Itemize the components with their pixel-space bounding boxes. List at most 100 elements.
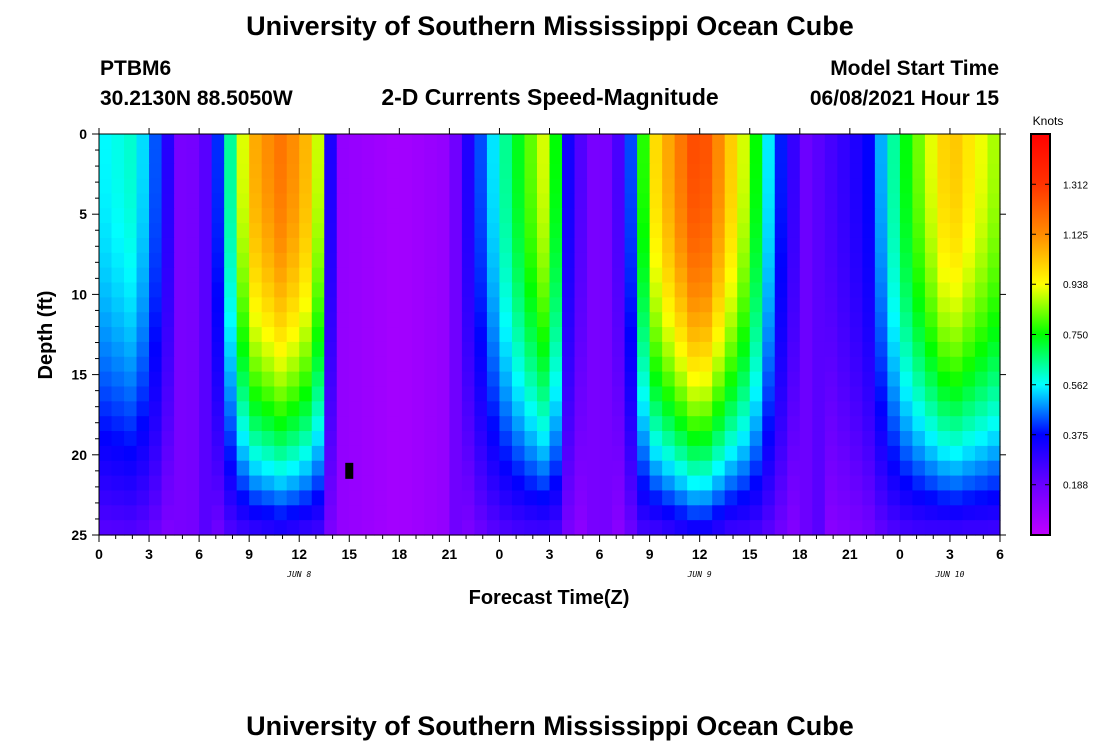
heatmap-cell — [161, 163, 175, 180]
heatmap-cell — [612, 520, 626, 536]
heatmap-cell — [149, 371, 163, 388]
heatmap-cell — [774, 416, 788, 432]
heatmap-cell — [211, 223, 225, 239]
heatmap-cell — [687, 223, 701, 239]
heatmap-cell — [862, 475, 876, 492]
heatmap-cell — [637, 460, 651, 477]
heatmap-cell — [449, 341, 463, 358]
heatmap-cell — [236, 267, 250, 284]
heatmap-cell — [799, 327, 813, 343]
heatmap-cell — [674, 445, 688, 462]
heatmap-cell — [799, 416, 813, 432]
heatmap-cell — [161, 208, 175, 224]
heatmap-cell — [637, 163, 651, 180]
heatmap-cell — [299, 475, 313, 492]
heatmap-cell — [949, 193, 964, 209]
heatmap-cell — [549, 386, 563, 402]
heatmap-cell — [837, 431, 851, 447]
heatmap-cell — [724, 401, 738, 417]
heatmap-cell — [511, 178, 526, 195]
heatmap-cell — [99, 460, 113, 477]
heatmap-cell — [812, 252, 826, 269]
heatmap-cell — [949, 460, 964, 477]
heatmap-cell — [461, 282, 476, 298]
heatmap-cell — [987, 208, 1001, 224]
heatmap-cell — [987, 475, 1001, 492]
heatmap-cell — [574, 223, 588, 239]
heatmap-cell — [937, 193, 951, 209]
heatmap-cell — [924, 297, 939, 313]
heatmap-cell — [837, 134, 851, 150]
heatmap-cell — [924, 371, 939, 388]
heatmap-cell — [411, 237, 425, 254]
heatmap-cell — [987, 416, 1001, 432]
heatmap-cell — [637, 237, 651, 254]
heatmap-cell — [474, 148, 488, 165]
heatmap-cell — [511, 460, 526, 477]
heatmap-cell — [524, 356, 538, 373]
heatmap-cell — [962, 431, 976, 447]
heatmap-cell — [249, 223, 263, 239]
heatmap-cell — [486, 371, 501, 388]
heatmap-cell — [749, 327, 763, 343]
heatmap-cell — [299, 431, 313, 447]
heatmap-cell — [712, 386, 726, 402]
heatmap-cell — [111, 148, 125, 165]
heatmap-cell — [637, 431, 651, 447]
heatmap-cell — [99, 163, 113, 180]
heatmap-cell — [937, 297, 951, 313]
heatmap-cell — [987, 356, 1001, 373]
heatmap-cell — [499, 267, 513, 284]
heatmap-cell — [699, 401, 713, 417]
heatmap-cell — [199, 386, 213, 402]
heatmap-cell — [862, 223, 876, 239]
heatmap-cell — [511, 312, 526, 328]
heatmap-cell — [399, 252, 413, 269]
heatmap-cell — [511, 520, 526, 536]
heatmap-cell — [737, 520, 751, 536]
heatmap-cell — [987, 297, 1001, 313]
heatmap-cell — [486, 297, 501, 313]
heatmap-cell — [912, 193, 926, 209]
station-coords: 30.2130N 88.5050W — [100, 87, 293, 110]
heatmap-cell — [587, 282, 601, 298]
heatmap-cell — [261, 267, 275, 284]
heatmap-cell — [974, 460, 989, 477]
heatmap-cell — [474, 163, 488, 180]
heatmap-cell — [837, 341, 851, 358]
heatmap-cell — [399, 312, 413, 328]
heatmap-cell — [374, 341, 388, 358]
heatmap-cell — [499, 386, 513, 402]
heatmap-cell — [837, 163, 851, 180]
heatmap-cell — [912, 297, 926, 313]
heatmap-cell — [174, 505, 188, 521]
heatmap-cell — [937, 267, 951, 284]
heatmap-cell — [837, 282, 851, 298]
heatmap-cell — [186, 134, 200, 150]
heatmap-cell — [199, 475, 213, 492]
heatmap-cell — [762, 386, 776, 402]
heatmap-cell — [674, 475, 688, 492]
heatmap-cell — [624, 267, 638, 284]
heatmap-cell — [599, 445, 613, 462]
heatmap-cell — [399, 416, 413, 432]
heatmap-cell — [186, 371, 200, 388]
heatmap-cell — [799, 505, 813, 521]
heatmap-cell — [286, 416, 300, 432]
heatmap-cell — [587, 193, 601, 209]
heatmap-cell — [637, 208, 651, 224]
heatmap-cell — [762, 297, 776, 313]
heatmap-cell — [161, 416, 175, 432]
heatmap-cell — [637, 416, 651, 432]
x-tick-label: 21 — [842, 546, 858, 562]
heatmap-cell — [724, 520, 738, 536]
x-tick-label: 18 — [392, 546, 408, 562]
heatmap-cell — [874, 208, 888, 224]
heatmap-cell — [436, 490, 450, 506]
heatmap-cell — [299, 237, 313, 254]
heatmap-cell — [562, 148, 576, 165]
heatmap-cell — [812, 208, 826, 224]
heatmap-cell — [286, 475, 300, 492]
heatmap-cell — [974, 312, 989, 328]
heatmap-cell — [824, 327, 838, 343]
